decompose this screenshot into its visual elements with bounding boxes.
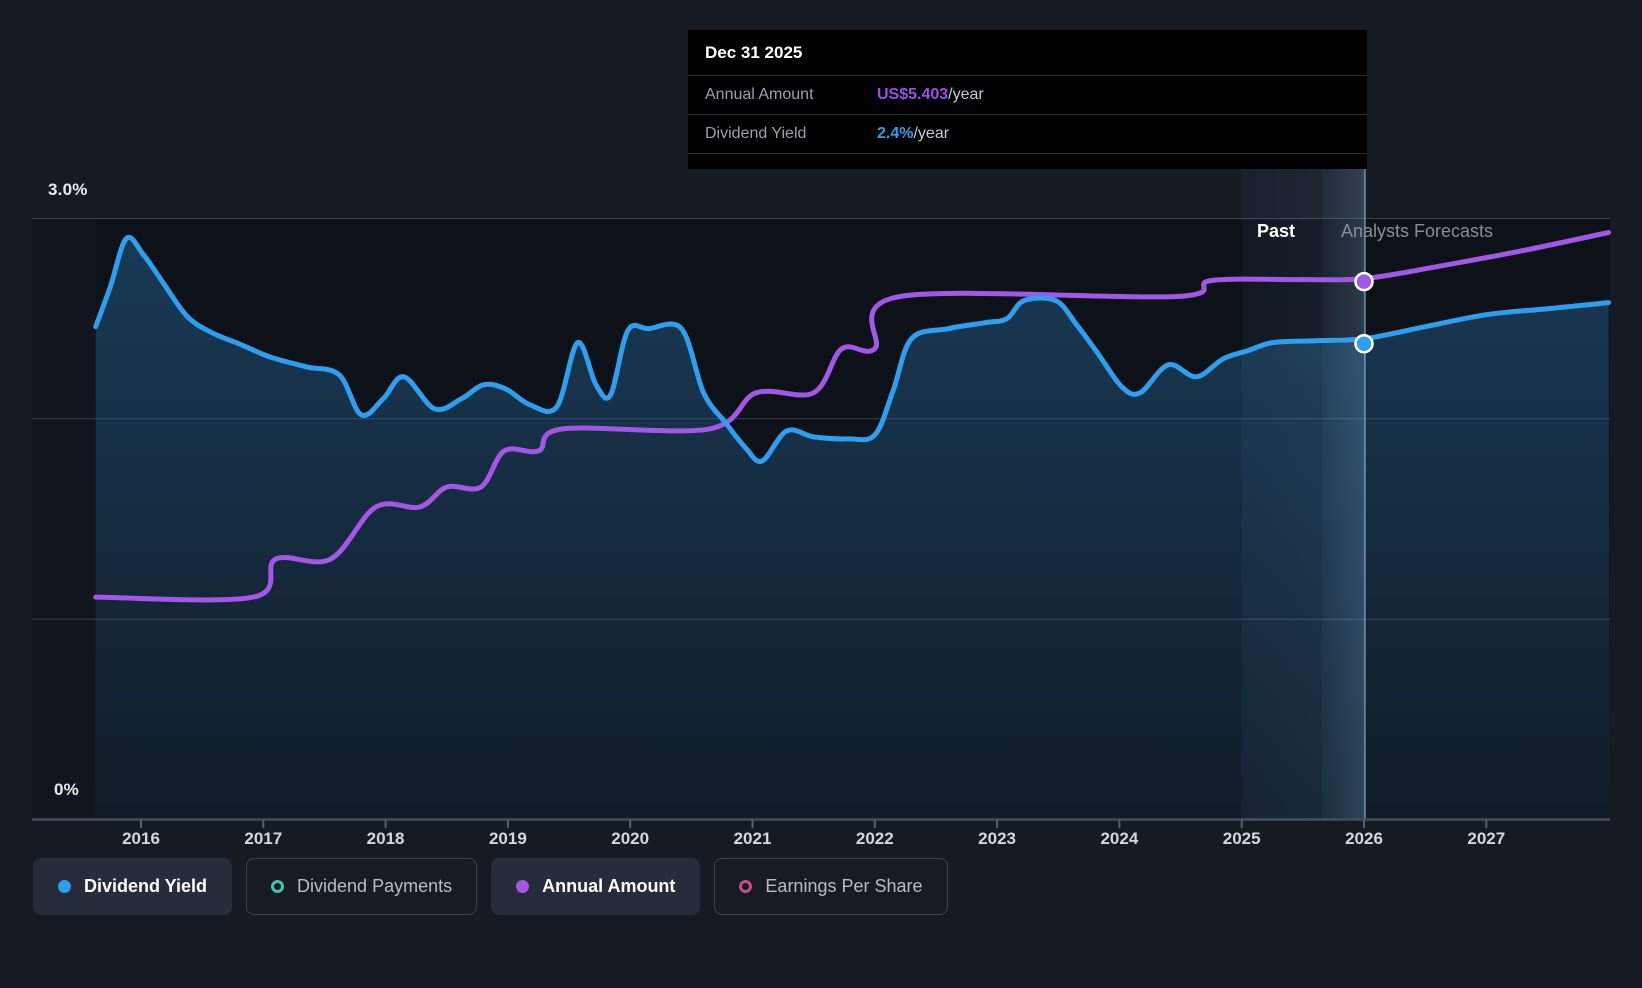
tooltip-row-suffix: /year (948, 86, 984, 103)
x-tick-label: 2022 (855, 829, 894, 848)
tooltip-row-value: 2.4% (877, 125, 914, 142)
tooltip-row-label: Dividend Yield (705, 125, 807, 142)
legend-button-earnings-per-share[interactable]: Earnings Per Share (714, 858, 948, 915)
x-tick-label: 2026 (1345, 829, 1383, 848)
tooltip-row-suffix: /year (913, 125, 950, 142)
x-tick-label: 2019 (488, 829, 527, 848)
tooltip-row-label: Annual Amount (705, 86, 814, 103)
series-dot-icon (516, 880, 530, 893)
annual-amount-hover-dot[interactable] (1354, 271, 1374, 292)
hover-tooltip: Dec 31 2025 Annual Amount US$5.403/year Di… (688, 30, 1367, 169)
x-tick-label: 2018 (366, 829, 405, 848)
x-tick-label: 2023 (978, 829, 1016, 848)
legend-button-dividend-yield[interactable]: Dividend Yield (33, 858, 233, 915)
x-axis-ticks (140, 820, 1488, 828)
x-tick-label: 2027 (1467, 829, 1506, 848)
series-legend: Dividend Yield Dividend Payments Annual Am… (33, 858, 948, 915)
annual-amount-line[interactable] (93, 230, 1612, 603)
plot-left-gutter (32, 218, 96, 820)
x-tick-label: 2020 (611, 829, 650, 848)
x-tick-label: 2024 (1100, 829, 1139, 848)
tooltip-date-title: Dec 31 2025 (705, 42, 803, 62)
x-tick-label: 2021 (733, 829, 772, 848)
x-tick-label: 2025 (1222, 829, 1261, 848)
tooltip-row: Dividend Yield 2.4%/year (688, 114, 1367, 153)
legend-button-label: Earnings Per Share (765, 876, 923, 896)
hollow-series-dot-icon (739, 880, 753, 893)
x-tick-label: 2017 (244, 829, 283, 848)
legend-button-dividend-payments[interactable]: Dividend Payments (246, 858, 478, 915)
past-highlight-strip (1322, 169, 1365, 820)
dividend-yield-line[interactable] (93, 234, 1612, 464)
dividend-yield-hover-dot[interactable] (1354, 333, 1374, 354)
legend-button-label: Dividend Yield (84, 876, 208, 896)
tooltip-footer (688, 153, 1367, 169)
legend-button-annual-amount[interactable]: Annual Amount (491, 858, 701, 915)
tooltip-row-value: US$5.403 (877, 86, 949, 103)
x-tick-label: 2016 (122, 829, 160, 848)
dividend-yield-area (95, 237, 1611, 820)
legend-button-label: Dividend Payments (297, 876, 453, 896)
past-zone-label: Past (1257, 221, 1296, 241)
forecast-zone-label: Analysts Forecasts (1341, 221, 1494, 241)
series-dot-icon (58, 880, 71, 893)
hollow-series-dot-icon (271, 880, 285, 893)
x-axis-labels: 2016 2017 2018 2019 2020 2021 2022 2023 2024 2025… (0, 829, 1642, 853)
tooltip-row: Annual Amount US$5.403/year (688, 75, 1367, 114)
y-axis-label-zero: 0% (54, 780, 79, 799)
legend-button-label: Annual Amount (542, 876, 676, 896)
y-axis-label-max: 3.0% (48, 180, 88, 199)
